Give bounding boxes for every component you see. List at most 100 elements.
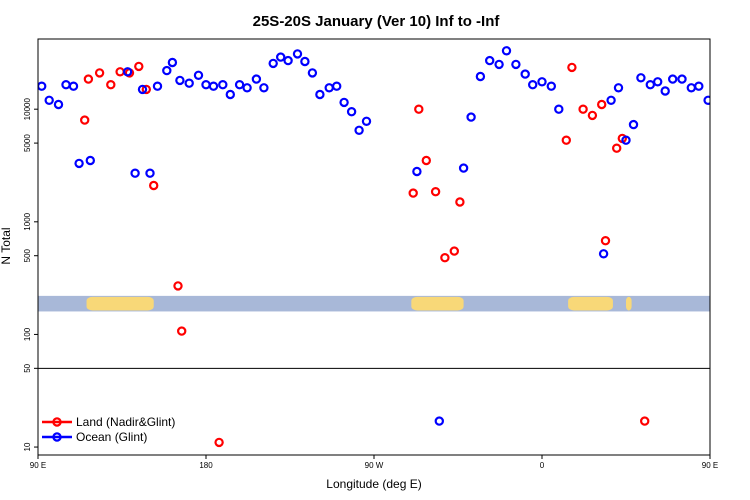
data-point-1-7 (122, 67, 133, 77)
data-point-0-20 (567, 62, 577, 73)
legend-label-land: Land (Nadir&Glint) (76, 415, 175, 429)
data-point-1-1 (44, 95, 54, 106)
data-point-1-10 (145, 168, 155, 178)
y-axis-ticks: 10 50 100 500 1000 5000 10000 (23, 98, 38, 452)
data-point-0-23 (597, 99, 607, 110)
data-point-1-6 (85, 155, 96, 166)
data-point-1-51 (554, 104, 564, 114)
data-point-0-4 (115, 67, 125, 77)
data-point-1-3 (61, 79, 71, 90)
data-point-0-18 (455, 197, 465, 207)
land-mass-3 (626, 296, 632, 311)
data-point-1-33 (332, 81, 342, 91)
data-point-1-39 (434, 416, 444, 426)
data-point-0-12 (408, 188, 418, 198)
data-point-0-22 (587, 110, 598, 121)
data-point-1-36 (354, 125, 364, 136)
y-tick-label-1: 50 (23, 363, 32, 372)
data-point-0-0 (79, 115, 90, 125)
data-point-1-58 (645, 79, 656, 90)
data-point-1-40 (458, 163, 469, 173)
data-point-0-17 (449, 246, 459, 256)
x-tick-label-0: 90 E (30, 461, 46, 470)
legend: Land (Nadir&Glint) Ocean (Glint) (42, 415, 175, 444)
data-point-1-46 (511, 59, 521, 70)
data-point-1-56 (628, 119, 639, 130)
data-point-1-9 (137, 84, 148, 95)
data-point-0-16 (440, 253, 450, 263)
data-point-1-48 (528, 79, 538, 90)
y-tick-label-2: 100 (23, 327, 32, 341)
data-point-1-38 (412, 166, 422, 177)
data-point-1-64 (694, 81, 704, 91)
data-point-1-25 (268, 58, 278, 69)
x-tick-label-1: 180 (199, 461, 213, 470)
data-point-0-7 (141, 84, 151, 95)
data-point-1-12 (162, 65, 172, 76)
data-point-0-8 (148, 180, 159, 191)
data-point-1-34 (339, 97, 349, 108)
data-point-0-1 (83, 74, 94, 84)
data-point-1-54 (613, 83, 624, 93)
data-point-1-29 (300, 56, 310, 67)
x-tick-label-2: 90 W (365, 461, 384, 470)
data-point-0-13 (414, 104, 424, 114)
data-point-1-45 (501, 46, 512, 56)
data-point-0-3 (106, 79, 116, 90)
data-point-1-66 (712, 101, 719, 108)
data-point-0-2 (94, 68, 105, 78)
data-point-1-27 (283, 55, 293, 66)
y-axis-label: N Total (0, 227, 13, 264)
data-point-1-22 (242, 83, 252, 93)
data-point-1-0 (38, 81, 47, 91)
data-point-1-47 (520, 69, 530, 79)
data-point-1-50 (546, 81, 557, 91)
ocean-band (38, 295, 710, 312)
data-point-0-9 (173, 281, 183, 291)
map-strip (38, 295, 710, 312)
series-0 (79, 61, 650, 448)
data-point-1-31 (315, 89, 325, 100)
data-point-1-59 (653, 77, 663, 87)
y-tick-label-6: 10000 (23, 98, 32, 121)
data-point-1-11 (152, 81, 163, 91)
data-point-0-14 (421, 155, 431, 166)
data-point-1-19 (218, 79, 228, 90)
land-mass-2 (568, 296, 613, 311)
data-point-1-28 (292, 49, 303, 59)
data-point-1-61 (668, 74, 678, 84)
x-axis-label: Longitude (deg E) (326, 477, 421, 491)
data-point-1-60 (660, 86, 670, 96)
data-point-1-26 (276, 52, 286, 62)
y-tick-label-4: 1000 (23, 212, 32, 230)
data-point-1-14 (175, 75, 185, 86)
data-point-1-24 (259, 83, 269, 93)
data-point-1-15 (184, 78, 194, 88)
data-point-1-13 (167, 57, 178, 68)
data-point-0-27 (640, 416, 650, 426)
data-point-1-69 (736, 160, 743, 167)
data-point-1-16 (193, 70, 204, 81)
data-point-1-65 (703, 95, 710, 105)
data-point-0-25 (612, 143, 622, 153)
data-point-1-37 (361, 116, 372, 127)
data-point-1-68 (729, 83, 736, 90)
data-point-1-44 (494, 59, 504, 70)
x-tick-label-3: 0 (540, 461, 545, 470)
legend-marker-ocean (52, 432, 62, 442)
data-points (38, 46, 743, 448)
data-point-0-15 (430, 186, 441, 197)
data-point-1-5 (74, 158, 84, 169)
data-point-1-23 (251, 74, 262, 84)
data-point-1-62 (677, 74, 687, 84)
data-point-1-17 (201, 79, 211, 90)
x-axis-ticks: 90 E 180 90 W 0 90 E (30, 455, 718, 470)
y-tick-label-0: 10 (23, 442, 32, 451)
data-point-1-53 (606, 95, 616, 106)
data-point-1-21 (234, 79, 245, 90)
data-point-0-21 (578, 104, 588, 114)
data-point-1-4 (68, 81, 79, 91)
data-point-0-11 (214, 437, 224, 448)
data-point-0-6 (134, 61, 144, 72)
